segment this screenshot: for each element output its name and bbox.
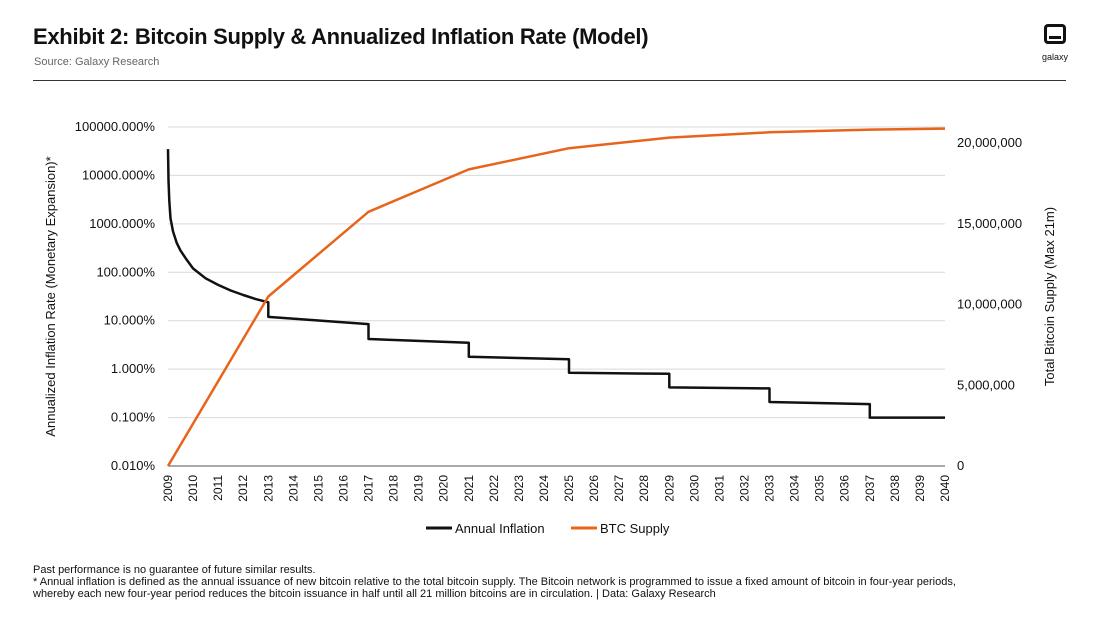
footnote-definition-cont: whereby each new four-year period reduce… bbox=[33, 588, 716, 600]
x-tick-label: 2015 bbox=[311, 475, 325, 502]
left-tick-label: 10.000% bbox=[104, 313, 156, 328]
btc-supply-line bbox=[166, 127, 946, 467]
left-axis-title: Annualized Inflation Rate (Monetary Expa… bbox=[43, 156, 58, 436]
x-tick-label: 2029 bbox=[662, 475, 676, 502]
legend-label-inflation: Annual Inflation bbox=[455, 521, 545, 536]
x-tick-label: 2010 bbox=[186, 475, 200, 502]
x-tick-label: 2027 bbox=[612, 475, 626, 502]
x-tick-label: 2032 bbox=[737, 475, 751, 502]
left-tick-label: 0.100% bbox=[111, 410, 156, 425]
x-tick-label: 2034 bbox=[788, 475, 802, 502]
left-tick-label: 10000.000% bbox=[82, 167, 155, 182]
legend-label-supply: BTC Supply bbox=[600, 521, 670, 536]
left-tick-label: 100000.000% bbox=[75, 119, 156, 134]
left-tick-label: 1.000% bbox=[111, 361, 156, 376]
galaxy-logo-text: galaxy bbox=[1041, 52, 1068, 62]
page-title: Exhibit 2: Bitcoin Supply & Annualized I… bbox=[33, 24, 649, 49]
x-tick-label: 2036 bbox=[838, 475, 852, 502]
footnotes: Past performance is no guarantee of futu… bbox=[33, 564, 1073, 600]
galaxy-logo-icon bbox=[1044, 24, 1066, 44]
right-tick-label: 0 bbox=[957, 458, 964, 473]
right-tick-label: 15,000,000 bbox=[957, 216, 1022, 231]
x-tick-label: 2040 bbox=[938, 475, 952, 502]
header-divider bbox=[33, 80, 1066, 81]
footnote-definition: * Annual inflation is defined as the ann… bbox=[33, 576, 956, 588]
source-caption: Source: Galaxy Research bbox=[34, 56, 160, 68]
x-tick-label: 2017 bbox=[362, 475, 376, 502]
footnote-disclaimer: Past performance is no guarantee of futu… bbox=[33, 564, 316, 576]
x-tick-label: 2012 bbox=[236, 475, 250, 502]
left-tick-label: 0.010% bbox=[111, 458, 156, 473]
x-tick-label: 2026 bbox=[587, 475, 601, 502]
x-tick-label: 2037 bbox=[863, 475, 877, 502]
right-tick-label: 10,000,000 bbox=[957, 297, 1022, 312]
x-tick-label: 2021 bbox=[462, 475, 476, 502]
x-tick-label: 2024 bbox=[537, 475, 551, 502]
x-tick-label: 2025 bbox=[562, 475, 576, 502]
x-tick-label: 2016 bbox=[336, 475, 350, 502]
x-tick-label: 2038 bbox=[888, 475, 902, 502]
x-tick-label: 2019 bbox=[412, 475, 426, 502]
x-tick-label: 2023 bbox=[512, 475, 526, 502]
x-tick-label: 2022 bbox=[487, 475, 501, 502]
x-tick-label: 2013 bbox=[261, 475, 275, 502]
inflation-supply-chart: 100000.000% 10000.000% 1000.000% 100.000% 10… bbox=[43, 119, 1057, 536]
x-tick-label: 2014 bbox=[286, 475, 300, 502]
x-tick-label: 2030 bbox=[687, 475, 701, 502]
x-tick-label: 2009 bbox=[161, 475, 175, 502]
left-tick-label: 1000.000% bbox=[89, 216, 155, 231]
x-tick-label: 2011 bbox=[211, 475, 225, 501]
right-tick-label: 5,000,000 bbox=[957, 377, 1015, 392]
x-tick-label: 2035 bbox=[813, 475, 827, 502]
annual-inflation-line bbox=[166, 149, 945, 419]
x-tick-label: 2018 bbox=[387, 475, 401, 502]
x-tick-label: 2028 bbox=[637, 475, 651, 502]
left-tick-label: 100.000% bbox=[96, 264, 155, 279]
x-tick-label: 2033 bbox=[763, 475, 777, 502]
right-tick-label: 20,000,000 bbox=[957, 135, 1022, 150]
x-tick-label: 2031 bbox=[712, 475, 726, 502]
x-tick-label: 2039 bbox=[913, 475, 927, 502]
right-axis-title: Total Bitcoin Supply (Max 21m) bbox=[1042, 207, 1057, 386]
x-tick-label: 2020 bbox=[437, 475, 451, 502]
galaxy-logo: galaxy bbox=[1036, 24, 1076, 66]
